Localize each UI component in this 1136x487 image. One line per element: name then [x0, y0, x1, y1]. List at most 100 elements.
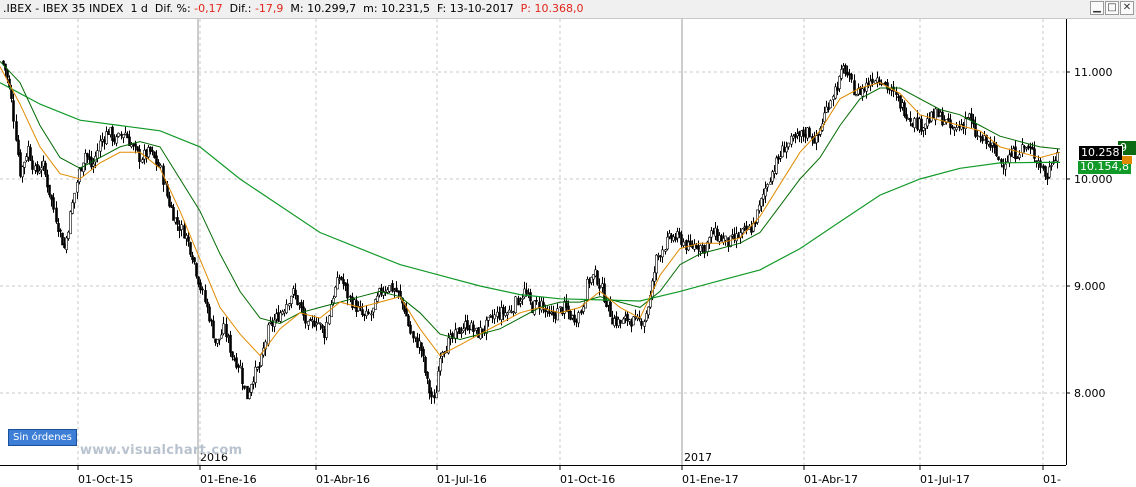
- candle-body: [920, 118, 923, 132]
- candle-body: [596, 270, 599, 285]
- candle-body: [462, 328, 465, 332]
- candle-body: [210, 319, 213, 322]
- candle-body: [1033, 148, 1036, 159]
- candle-body: [995, 145, 998, 156]
- candle-body: [1025, 147, 1028, 150]
- candle-body: [178, 226, 181, 231]
- price-axis[interactable]: 11.000 10.000 9.000 8.000: [1066, 19, 1136, 487]
- candle-body: [12, 100, 15, 122]
- candle-body: [964, 118, 967, 130]
- candle-body: [332, 298, 335, 303]
- candle-body: [342, 279, 345, 285]
- candle-body: [769, 181, 772, 185]
- candle-body: [159, 165, 162, 168]
- candle-body: [533, 300, 536, 315]
- candle-body: [349, 295, 352, 298]
- candle-body: [153, 151, 156, 158]
- candle-body: [829, 100, 832, 109]
- candle-body: [374, 299, 377, 310]
- candle-body: [447, 337, 450, 354]
- candle-body: [141, 159, 144, 163]
- date-axis[interactable]: 01-Oct-15 01-Ene-16 01-Abr-16 01-Jul-16 01-O…: [0, 451, 1066, 486]
- candle-body: [1054, 159, 1057, 162]
- candle-body: [535, 299, 538, 302]
- price-chart[interactable]: 11.000 10.000 9.000 8.000 01-Oct-15 01-Ene-1…: [0, 19, 1136, 487]
- candle-body: [370, 313, 373, 316]
- date-axis-label: 01-Abr-17: [804, 473, 858, 486]
- candle-body: [1044, 166, 1047, 177]
- candle-body: [330, 304, 333, 318]
- candle-body: [6, 70, 9, 78]
- candle-body: [506, 312, 509, 316]
- candle-body: [834, 86, 837, 99]
- maximize-button[interactable]: □: [1105, 1, 1119, 15]
- candle-body: [913, 118, 916, 129]
- candle-body: [391, 283, 394, 292]
- candle-body: [435, 392, 438, 399]
- ma-mid-line: [0, 60, 1061, 341]
- year-label: 2016: [200, 451, 228, 464]
- candle-body: [869, 80, 872, 87]
- candle-body: [514, 296, 517, 314]
- candle-body: [521, 297, 524, 300]
- candle-body: [216, 339, 219, 344]
- candle-body: [760, 198, 763, 207]
- candle-body: [934, 108, 937, 121]
- candle-body: [243, 385, 246, 389]
- candle-body: [40, 167, 43, 171]
- minimize-button[interactable]: ▁: [1090, 1, 1104, 15]
- candle-body: [640, 320, 643, 326]
- sin-ordenes-button[interactable]: Sin órdenes: [8, 429, 77, 446]
- candle-body: [626, 313, 629, 322]
- candle-body: [185, 235, 188, 239]
- candle-body: [367, 311, 370, 314]
- candle-body: [84, 153, 87, 164]
- date-axis-label: 01-: [1043, 473, 1061, 486]
- candle-body: [189, 242, 192, 255]
- candle-body: [414, 336, 417, 339]
- candle-body: [36, 164, 39, 173]
- candle-body: [970, 113, 973, 121]
- candle-body: [756, 209, 759, 223]
- candle-body: [372, 307, 375, 313]
- candle-body: [208, 306, 211, 322]
- candle-body: [38, 170, 41, 174]
- candle-body: [130, 144, 133, 147]
- candle-body: [871, 78, 874, 83]
- date-axis-label: 01-Jul-16: [437, 473, 487, 486]
- candle-body: [170, 205, 173, 208]
- candle-body: [741, 228, 744, 234]
- close-button[interactable]: ✕: [1120, 1, 1134, 15]
- candle-body: [67, 231, 70, 239]
- candle-body: [23, 161, 26, 168]
- candle-body: [88, 156, 91, 160]
- candle-body: [260, 353, 263, 366]
- candle-body: [861, 88, 864, 97]
- candle-body: [395, 287, 398, 292]
- ma-price-tag-top: 9: [1118, 141, 1136, 155]
- moving-averages: [0, 60, 1061, 357]
- candle-body: [21, 166, 24, 178]
- candle-body: [460, 332, 463, 334]
- candle-body: [151, 150, 154, 152]
- year-label: 2017: [684, 451, 712, 464]
- candle-body: [57, 223, 60, 232]
- candle-body: [220, 334, 223, 339]
- date-axis-label: 01-Oct-16: [560, 473, 615, 486]
- candle-body: [653, 272, 656, 282]
- candle-body: [101, 138, 104, 142]
- candle-body: [689, 240, 692, 246]
- candle-body: [239, 365, 242, 368]
- candle-body: [439, 358, 442, 372]
- candle-body: [664, 249, 667, 252]
- candle-body: [609, 301, 612, 317]
- candle-body: [1042, 165, 1045, 169]
- candle-body: [850, 73, 853, 80]
- candle-body: [157, 162, 160, 167]
- candle-body: [122, 134, 125, 138]
- candle-body: [197, 276, 200, 285]
- candle-body: [172, 207, 175, 221]
- candle-body: [149, 146, 152, 152]
- candle-body: [71, 202, 74, 214]
- candle-body: [237, 365, 240, 368]
